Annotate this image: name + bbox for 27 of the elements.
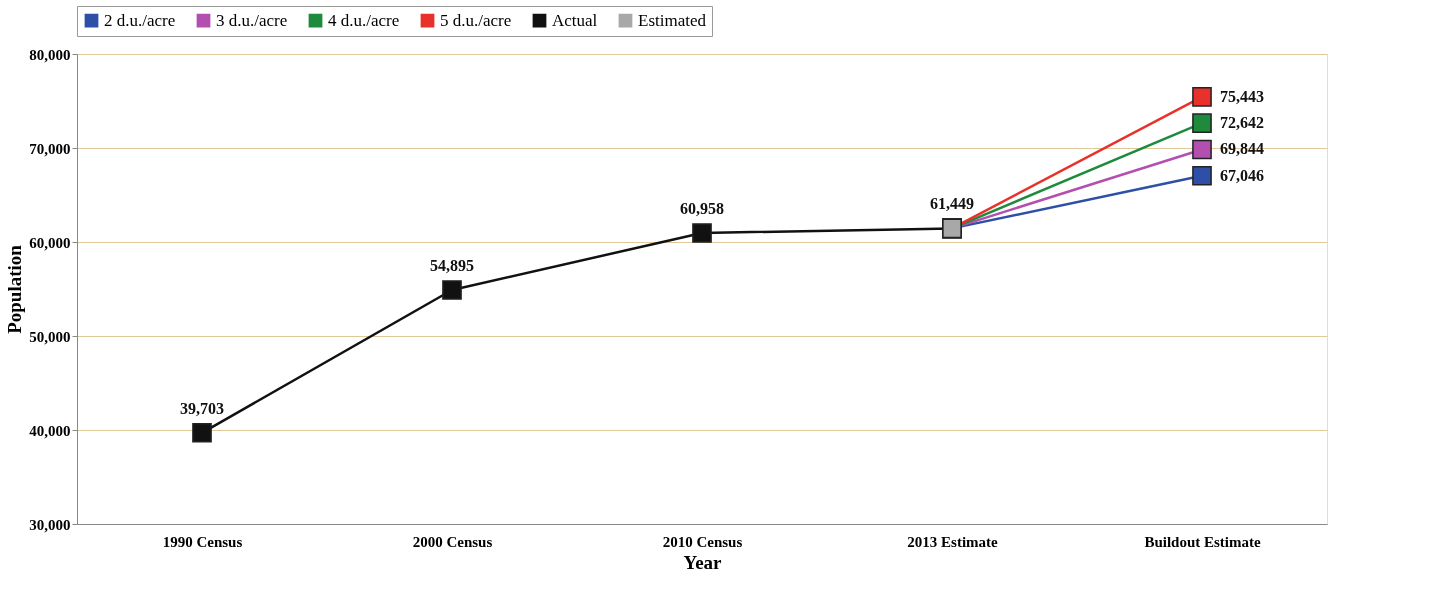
legend-label: 2 d.u./acre bbox=[104, 10, 176, 30]
data-label: 39,703 bbox=[180, 399, 224, 417]
x-tick-label: 2013 Estimate bbox=[907, 533, 999, 550]
x-axis-title: Year bbox=[683, 551, 723, 573]
legend-label: 3 d.u./acre bbox=[216, 10, 288, 30]
data-label: 60,958 bbox=[680, 199, 724, 217]
y-tick-label: 50,000 bbox=[29, 328, 71, 345]
data-label: 75,443 bbox=[1220, 87, 1264, 105]
data-label: 72,642 bbox=[1220, 114, 1264, 132]
y-tick-label: 60,000 bbox=[29, 234, 71, 251]
legend-label: 5 d.u./acre bbox=[440, 10, 512, 30]
legend-label: Estimated bbox=[638, 10, 707, 30]
data-label: 61,449 bbox=[930, 195, 974, 213]
y-tick-label: 40,000 bbox=[29, 422, 71, 439]
x-tick-label: 2010 Census bbox=[662, 533, 743, 550]
legend-label: Actual bbox=[552, 10, 598, 30]
x-tick-label: Buildout Estimate bbox=[1144, 533, 1261, 550]
x-tick-label: 1990 Census bbox=[162, 533, 243, 550]
data-label: 67,046 bbox=[1220, 166, 1264, 184]
y-tick-label: 80,000 bbox=[29, 46, 71, 63]
y-tick-label: 30,000 bbox=[29, 516, 71, 533]
legend-label: 4 d.u./acre bbox=[328, 10, 400, 30]
data-label: 54,895 bbox=[430, 256, 474, 274]
y-tick-label: 70,000 bbox=[29, 140, 71, 157]
y-axis-title: Population bbox=[4, 244, 26, 334]
data-label: 69,844 bbox=[1220, 140, 1264, 158]
x-tick-label: 2000 Census bbox=[412, 533, 493, 550]
